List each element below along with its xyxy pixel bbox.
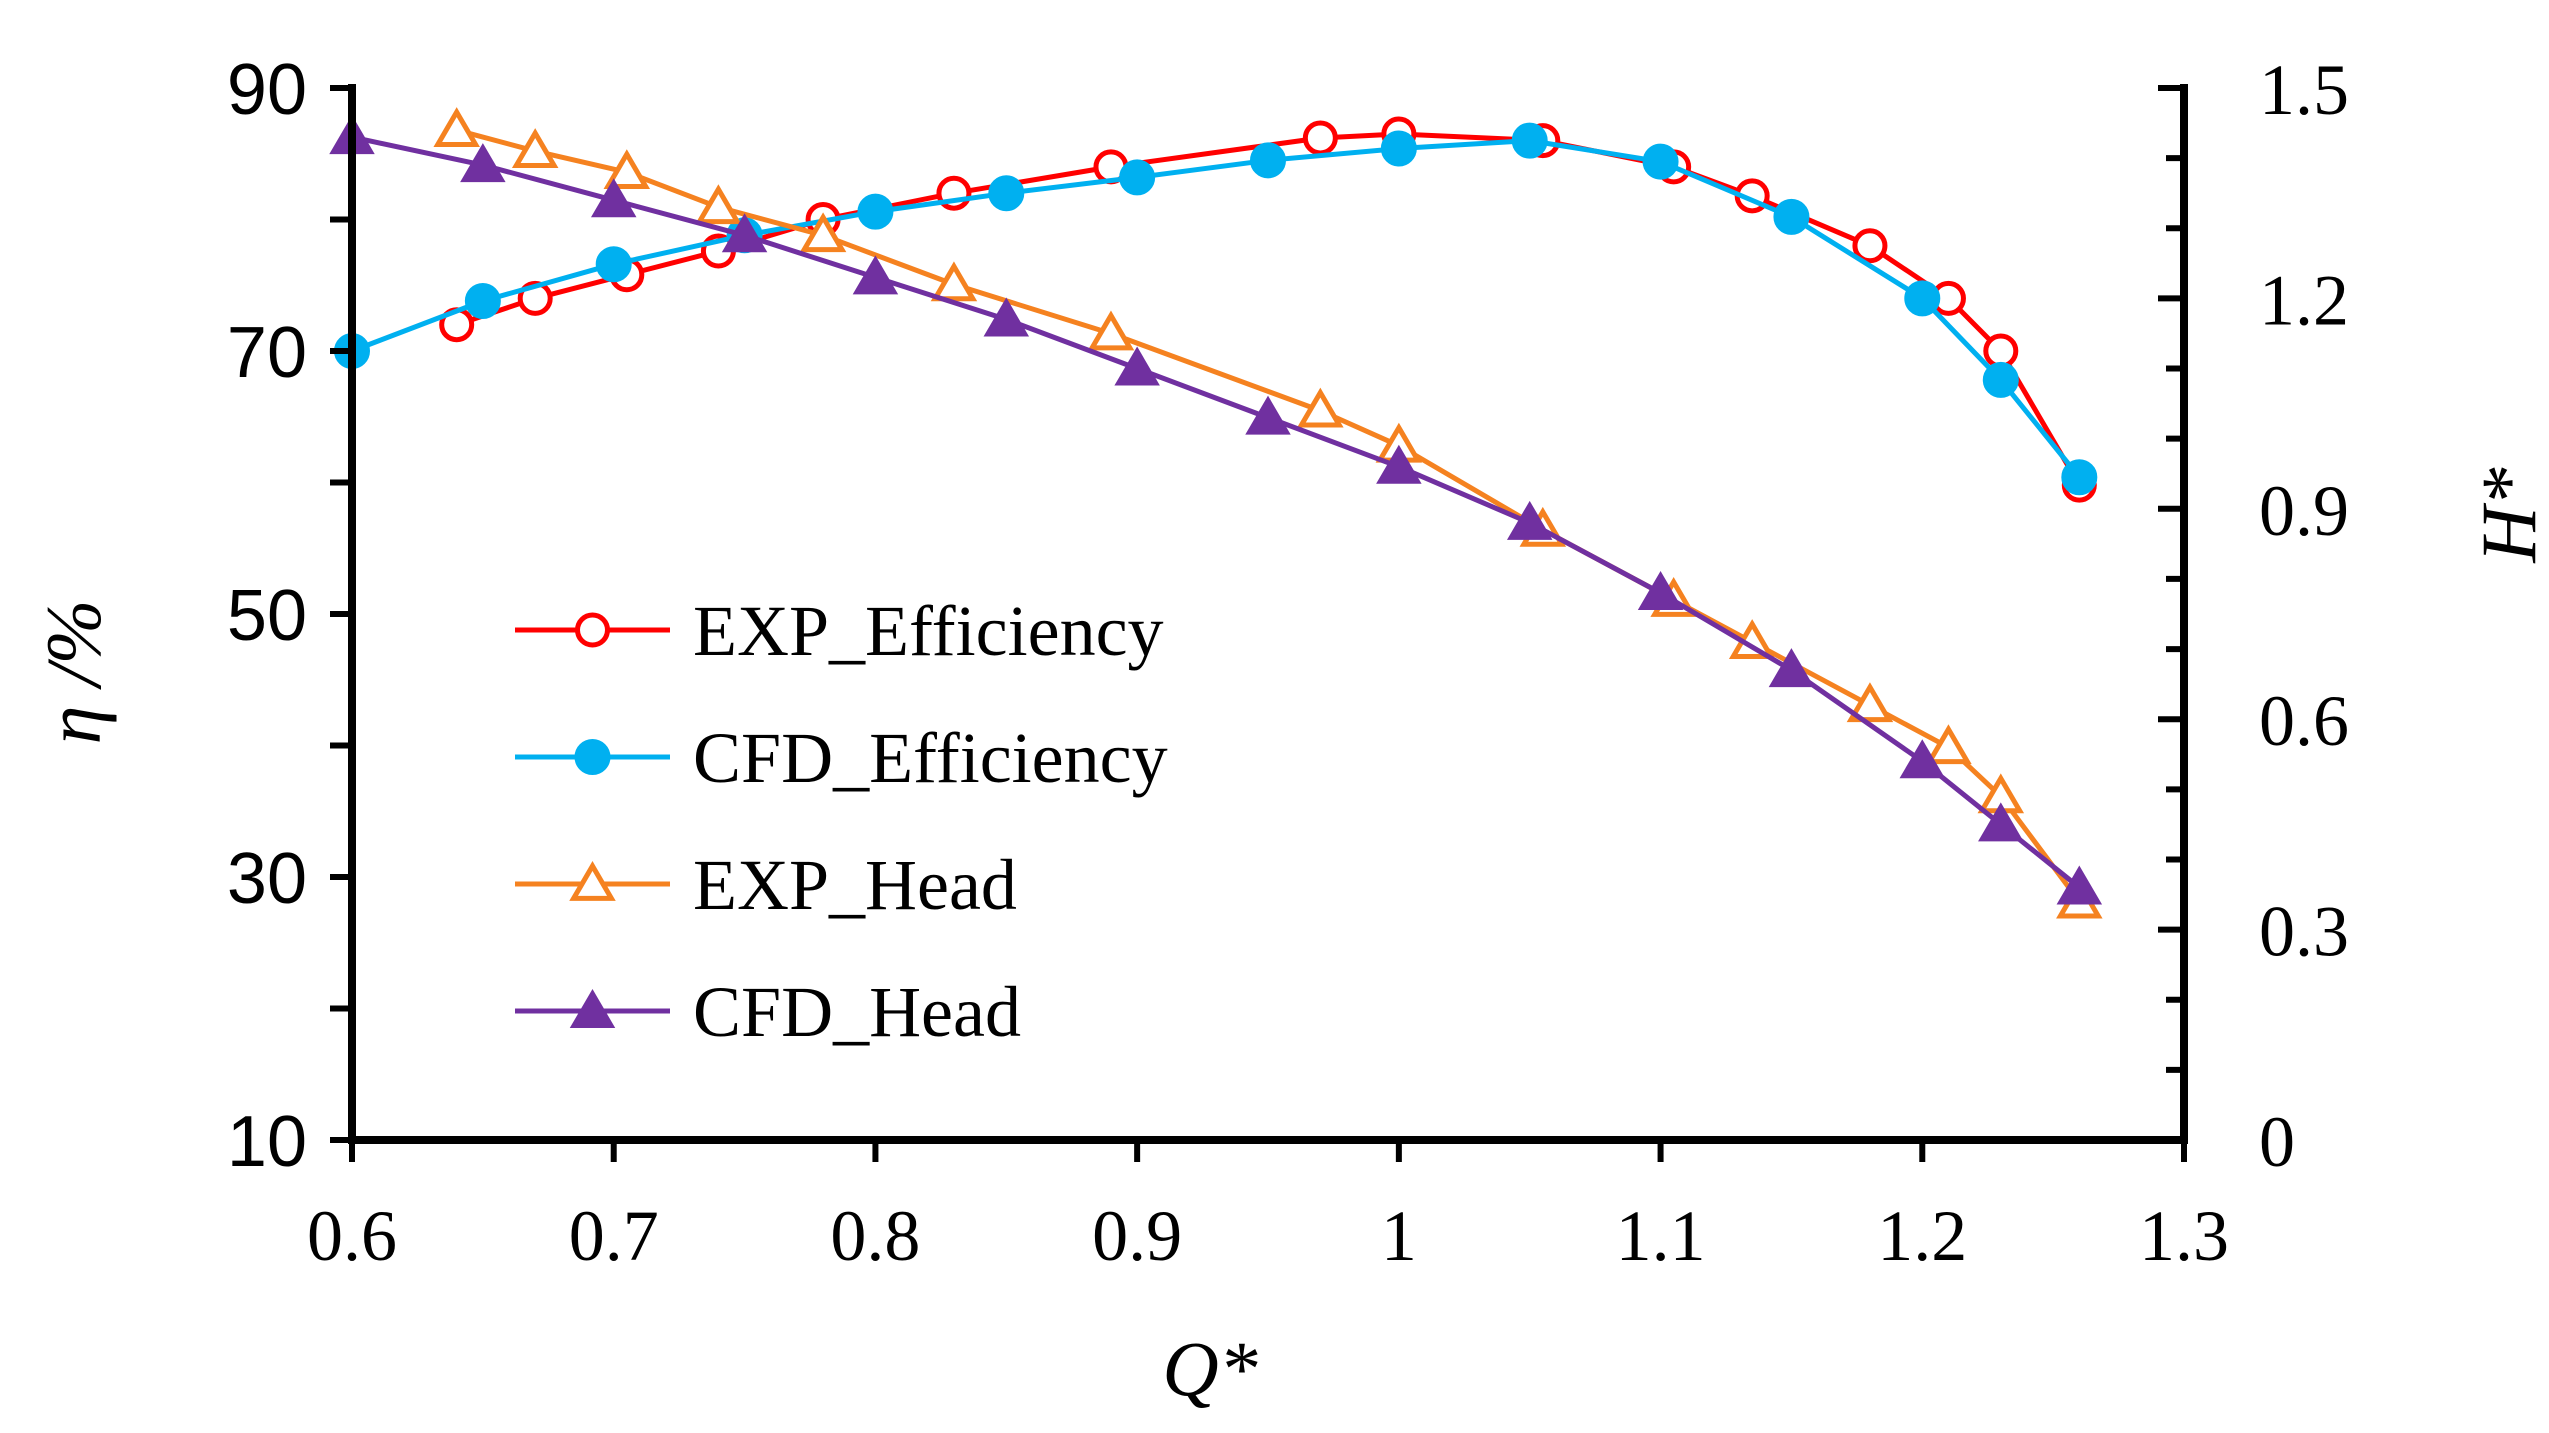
- x-tick-label: 1: [1381, 1196, 1417, 1276]
- x-tick-label: 1.1: [1616, 1196, 1706, 1276]
- data-point-cfd-efficiency: [1642, 143, 1679, 180]
- y-right-tick-label: 0.6: [2259, 681, 2349, 761]
- data-point-exp-efficiency: [1852, 228, 1888, 264]
- x-tick-label: 1.3: [2139, 1196, 2229, 1276]
- legend-label: EXP_Efficiency: [693, 591, 1164, 671]
- y-left-tick-label: 90: [227, 50, 307, 130]
- legend-label: EXP_Head: [693, 845, 1017, 925]
- series-layer: [329, 107, 2103, 919]
- legend-item-exp-head: EXP_Head: [515, 845, 1017, 925]
- series-exp-head: [433, 107, 2103, 919]
- data-point-cfd-head: [2056, 865, 2103, 905]
- x-tick-label: 1.2: [1877, 1196, 1967, 1276]
- data-point-cfd-efficiency: [2061, 459, 2098, 496]
- legend-marker: [569, 989, 616, 1028]
- data-point-cfd-head: [1114, 346, 1160, 386]
- data-point-exp-head: [511, 128, 559, 169]
- data-point-cfd-efficiency: [464, 283, 501, 320]
- x-tick-label: 0.9: [1092, 1196, 1182, 1276]
- legend-item-cfd-head: CFD_Head: [515, 972, 1021, 1052]
- data-point-cfd-efficiency: [1773, 198, 1810, 235]
- y-right-tick-label: 0: [2259, 1102, 2295, 1182]
- legend: EXP_Efficiency CFD_Efficiency EXP_Head CFD_…: [515, 591, 1168, 1052]
- data-point-cfd-efficiency: [1380, 130, 1417, 167]
- data-point-cfd-head: [1978, 802, 2024, 842]
- data-point-cfd-head: [721, 213, 768, 253]
- legend-item-cfd-efficiency: CFD_Efficiency: [515, 718, 1168, 798]
- legend-label: CFD_Head: [693, 972, 1021, 1052]
- data-point-cfd-head: [852, 255, 899, 295]
- data-point-exp-efficiency: [1302, 120, 1338, 156]
- y-left-tick-label: 30: [227, 839, 307, 919]
- series-cfd-head: [329, 115, 2103, 905]
- series-line-exp-efficiency: [455, 131, 2082, 487]
- data-point-cfd-head: [1768, 648, 1815, 688]
- data-point-cfd-efficiency: [1250, 142, 1286, 179]
- data-point-exp-head: [1925, 724, 1972, 765]
- data-point-cfd-efficiency: [595, 246, 632, 283]
- data-point-exp-efficiency: [1983, 333, 2019, 369]
- legend-marker: [575, 612, 610, 648]
- series-cfd-efficiency: [334, 122, 2098, 496]
- legend-marker: [574, 739, 611, 775]
- data-point-exp-head: [1846, 682, 1894, 723]
- data-point-exp-head: [1297, 387, 1344, 428]
- data-point-cfd-head: [1899, 739, 1946, 779]
- y-left-tick-label: 50: [227, 576, 307, 656]
- x-tick-label: 0.8: [830, 1196, 920, 1276]
- data-point-cfd-head: [1245, 395, 1291, 435]
- data-point-cfd-head: [460, 143, 506, 183]
- data-point-exp-head: [433, 107, 480, 147]
- data-point-cfd-head: [983, 297, 1030, 337]
- data-point-exp-head: [1087, 310, 1135, 351]
- data-point-cfd-efficiency: [1904, 280, 1941, 317]
- y-left-axis-title: η /%: [30, 600, 117, 745]
- data-point-cfd-efficiency: [857, 193, 894, 230]
- y-left-tick-label: 10: [227, 1102, 307, 1182]
- y-right-tick-label: 0.3: [2259, 892, 2349, 972]
- y-right-tick-label: 1.2: [2259, 260, 2349, 340]
- y-right-axis-title: H*: [2465, 467, 2549, 563]
- data-point-cfd-head: [590, 178, 637, 218]
- data-point-exp-head: [799, 212, 847, 253]
- legend-item-exp-efficiency: EXP_Efficiency: [515, 591, 1164, 671]
- legend-label: CFD_Efficiency: [693, 718, 1168, 798]
- data-point-exp-head: [930, 261, 978, 302]
- data-point-cfd-efficiency: [988, 175, 1025, 212]
- legend-marker: [569, 861, 616, 901]
- data-point-exp-head: [695, 184, 742, 225]
- x-tick-label: 0.6: [307, 1196, 397, 1276]
- data-point-cfd-head: [1376, 444, 1422, 484]
- data-point-cfd-efficiency: [1119, 159, 1156, 196]
- x-tick-label: 0.7: [569, 1196, 659, 1276]
- y-right-tick-label: 0.9: [2259, 471, 2349, 551]
- axes-layer: 0.6 0.7 0.8 0.9 1 1.1 1.2 1.3 10 30 50 70 90 0 0.3 0.6 0…: [227, 50, 2349, 1276]
- series-line-exp-head: [456, 127, 2082, 903]
- data-point-exp-head: [603, 149, 651, 190]
- data-point-cfd-head: [1637, 570, 1684, 610]
- x-axis-title: Q*: [1162, 1325, 1257, 1412]
- data-point-cfd-head: [1506, 500, 1553, 540]
- y-right-tick-label: 1.5: [2259, 50, 2349, 130]
- data-point-cfd-efficiency: [1982, 361, 2019, 398]
- y-left-tick-label: 70: [227, 313, 307, 393]
- data-point-cfd-efficiency: [1511, 122, 1548, 159]
